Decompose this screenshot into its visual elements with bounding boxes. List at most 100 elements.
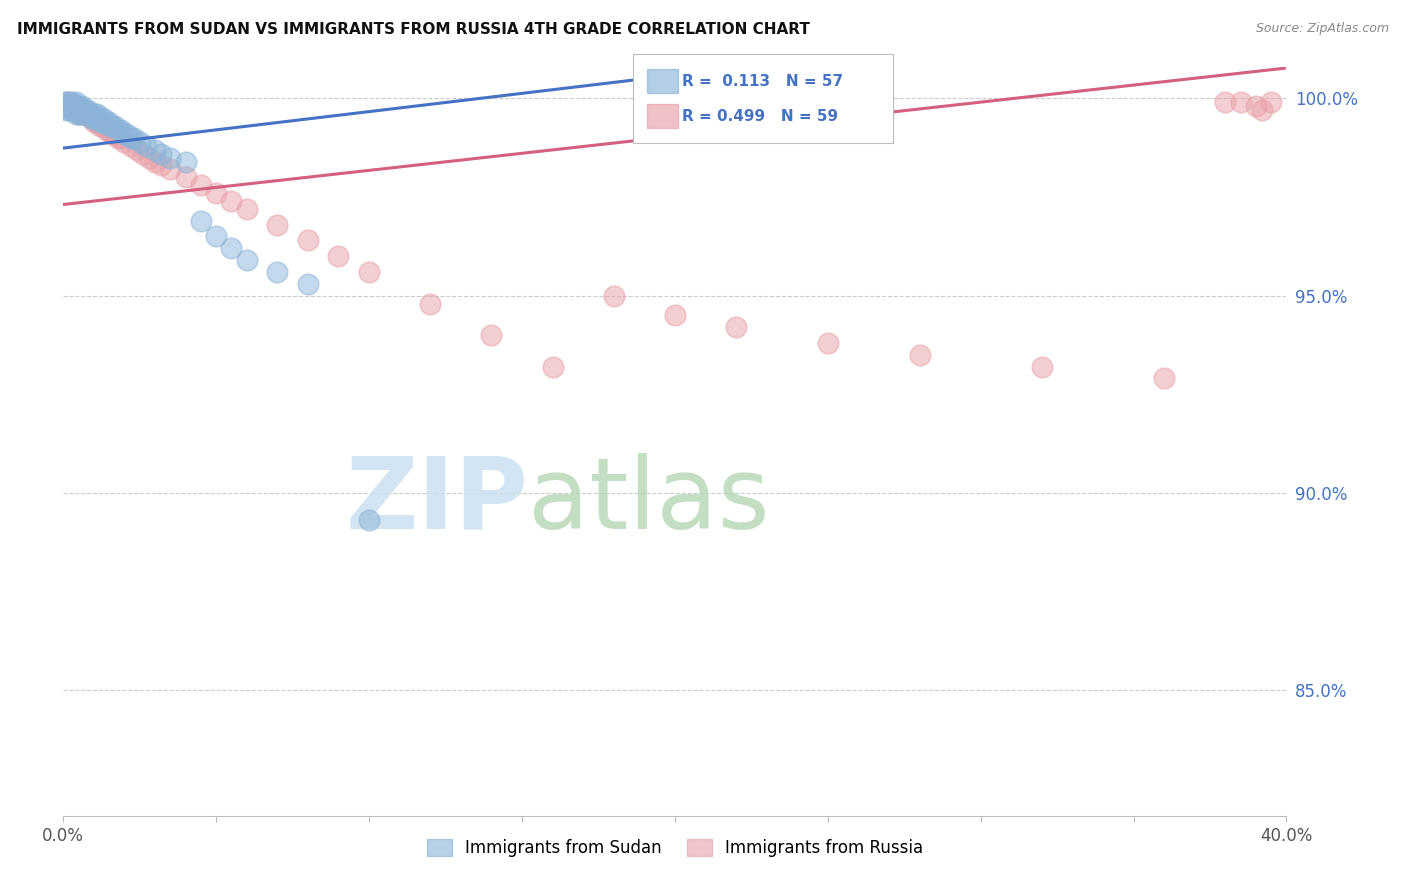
Point (174, 154, 197, 169)
Point (1251, 103, 1274, 118)
Point (83, 111, 105, 125)
Point (70, 103, 93, 118)
Point (86, 111, 108, 125)
Point (235, 202, 259, 216)
Point (65, 107, 87, 121)
Point (58, 95, 80, 110)
Point (94, 123, 117, 137)
Point (65, 99, 87, 113)
Point (357, 265, 380, 279)
Text: ZIP: ZIP (346, 453, 529, 550)
Point (91, 115, 114, 129)
Point (55, 99, 77, 113)
Text: atlas: atlas (529, 453, 769, 550)
Point (62, 103, 84, 118)
Point (174, 170, 197, 185)
Point (73, 107, 96, 121)
Point (908, 348, 931, 362)
Point (481, 328, 503, 343)
Point (725, 320, 748, 334)
Point (86, 115, 108, 129)
Legend: Immigrants from Sudan, Immigrants from Russia: Immigrants from Sudan, Immigrants from R… (420, 832, 929, 864)
Point (125, 143, 148, 157)
Point (120, 131, 142, 145)
Point (221, 194, 243, 208)
Point (1244, 99, 1267, 113)
Point (89, 115, 111, 129)
Point (132, 146, 155, 161)
Point (541, 359, 564, 374)
Point (76, 107, 98, 121)
Point (65, 99, 87, 113)
Point (205, 186, 228, 200)
Point (67, 103, 90, 118)
Point (62, 103, 84, 118)
Point (65, 103, 87, 118)
Point (328, 249, 350, 263)
Point (101, 119, 124, 133)
Point (107, 123, 129, 137)
Point (73, 107, 96, 121)
Point (419, 296, 441, 310)
Point (150, 146, 173, 161)
Point (83, 107, 105, 121)
Point (65, 95, 87, 110)
Point (135, 138, 157, 153)
Point (101, 127, 124, 141)
Point (80, 111, 103, 125)
Text: R = 0.499   N = 59: R = 0.499 N = 59 (682, 110, 838, 124)
Point (83, 115, 105, 129)
Point (91, 111, 114, 125)
Point (89, 111, 111, 125)
Point (603, 288, 626, 302)
Point (117, 127, 139, 141)
Point (143, 154, 166, 169)
Point (55, 95, 77, 110)
Point (221, 241, 243, 255)
Point (67, 107, 90, 121)
Point (62, 99, 84, 113)
Point (128, 135, 150, 149)
Point (266, 265, 288, 279)
Point (143, 143, 166, 157)
Point (297, 277, 319, 291)
Point (98, 115, 121, 129)
Point (159, 151, 181, 165)
Point (73, 103, 96, 118)
Point (70, 99, 93, 113)
Point (190, 213, 212, 227)
Point (104, 119, 127, 133)
Point (70, 107, 93, 121)
Point (76, 107, 98, 121)
Point (55, 103, 77, 118)
Point (55, 99, 77, 113)
Text: IMMIGRANTS FROM SUDAN VS IMMIGRANTS FROM RUSSIA 4TH GRADE CORRELATION CHART: IMMIGRANTS FROM SUDAN VS IMMIGRANTS FROM… (17, 22, 810, 37)
Point (67, 99, 90, 113)
Point (104, 127, 127, 141)
Point (357, 513, 380, 527)
Point (98, 119, 121, 133)
Point (664, 309, 686, 323)
Point (1229, 95, 1251, 110)
Point (62, 99, 84, 113)
Point (58, 95, 80, 110)
Point (190, 178, 212, 193)
Point (89, 119, 111, 133)
Point (110, 131, 132, 145)
Point (58, 103, 80, 118)
Point (138, 151, 160, 165)
Point (67, 107, 90, 121)
Point (297, 234, 319, 248)
Text: R =  0.113   N = 57: R = 0.113 N = 57 (682, 74, 844, 88)
Text: Source: ZipAtlas.com: Source: ZipAtlas.com (1256, 22, 1389, 36)
Point (114, 127, 135, 141)
Point (110, 123, 132, 137)
Point (235, 253, 259, 268)
Point (266, 218, 288, 232)
Point (120, 138, 142, 153)
Point (80, 107, 103, 121)
Point (80, 111, 103, 125)
Point (62, 95, 84, 110)
Point (58, 99, 80, 113)
Point (67, 103, 90, 118)
